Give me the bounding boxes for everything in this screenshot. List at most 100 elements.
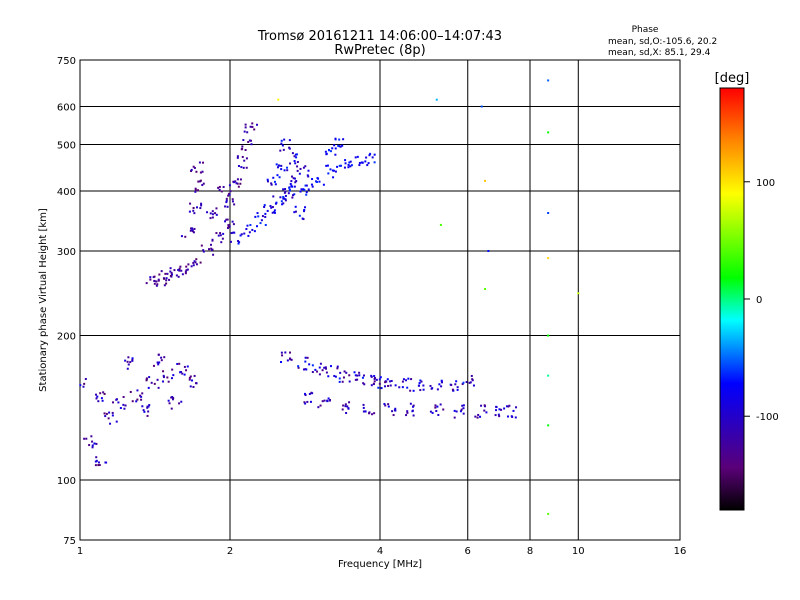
data-point [295, 156, 298, 159]
data-point [91, 440, 94, 443]
data-point [249, 125, 252, 128]
data-point [279, 196, 282, 199]
data-point [370, 384, 373, 387]
data-point [85, 437, 88, 440]
data-point [316, 181, 319, 184]
data-point [193, 260, 196, 263]
data-point [577, 292, 580, 295]
data-point [108, 411, 111, 414]
data-point [280, 200, 283, 203]
data-point [165, 279, 168, 282]
data-point [462, 404, 465, 407]
data-point [249, 224, 252, 227]
data-point [163, 277, 166, 280]
data-point [248, 139, 251, 142]
data-point [189, 202, 192, 205]
data-point [362, 382, 365, 385]
data-point [373, 153, 376, 156]
data-point [363, 383, 366, 386]
colorbar-unit: [deg] [715, 71, 750, 86]
data-point [379, 376, 382, 379]
data-point [453, 416, 456, 419]
data-point [409, 389, 412, 392]
data-point [167, 380, 170, 383]
data-point [117, 401, 120, 404]
data-point [299, 190, 302, 193]
data-point [187, 263, 190, 266]
data-point [149, 278, 152, 281]
data-point [83, 382, 86, 385]
data-point [95, 456, 98, 459]
data-point [479, 415, 482, 418]
data-point [406, 386, 409, 389]
data-point [460, 408, 463, 411]
data-point [170, 407, 173, 410]
chart-title: Tromsø 20161211 14:06:00–14:07:43 [257, 29, 502, 44]
data-point [318, 366, 321, 369]
data-point [165, 282, 168, 285]
data-point [419, 389, 422, 392]
data-point [483, 409, 486, 412]
data-point [280, 168, 283, 171]
data-point [195, 170, 198, 173]
data-point [126, 360, 129, 363]
data-point [483, 404, 486, 407]
chart-subtitle: RwPretec (8p) [334, 43, 425, 58]
data-point [461, 404, 464, 407]
data-point [190, 170, 193, 173]
data-point [375, 378, 378, 381]
data-point [305, 368, 308, 371]
data-point [209, 217, 212, 220]
data-point [348, 374, 351, 377]
data-point [240, 166, 243, 169]
data-point [260, 219, 263, 222]
data-point [146, 406, 149, 409]
data-point [434, 404, 437, 407]
data-point [422, 388, 425, 391]
plot-area: 1 2 4 6 8 10 16 75 100 200 300 400 500 600 750 [57, 56, 686, 557]
data-point [547, 212, 550, 215]
data-point [353, 371, 356, 374]
data-point [368, 154, 371, 157]
data-point [237, 165, 240, 168]
data-point [387, 405, 390, 408]
data-point [236, 156, 239, 159]
data-point [411, 410, 414, 413]
data-point [454, 383, 457, 386]
data-point [241, 145, 244, 148]
data-point [284, 351, 287, 354]
data-point [197, 180, 200, 183]
data-point [435, 409, 438, 412]
data-point [436, 388, 439, 391]
data-point [410, 378, 413, 381]
data-point [370, 374, 373, 377]
data-point [280, 164, 283, 167]
data-point [196, 206, 199, 209]
data-point [291, 175, 294, 178]
data-point [244, 123, 247, 126]
data-point [412, 414, 415, 417]
data-point [500, 408, 503, 411]
data-point [297, 366, 300, 369]
x-tick-label: 1 [77, 546, 83, 557]
data-point [115, 398, 118, 401]
data-point [96, 395, 99, 398]
data-point [507, 405, 510, 408]
data-point [243, 159, 246, 162]
data-point [515, 406, 518, 409]
data-point [164, 272, 167, 275]
data-point [271, 206, 274, 209]
data-point [166, 272, 169, 275]
data-point [230, 232, 233, 235]
data-point [311, 185, 314, 188]
data-point [243, 232, 246, 235]
data-point [147, 386, 150, 389]
data-point [386, 378, 389, 381]
data-point [103, 392, 106, 395]
data-point [209, 212, 212, 215]
data-point [283, 191, 286, 194]
data-point [289, 162, 292, 165]
data-point [98, 464, 101, 467]
data-point [356, 155, 359, 158]
